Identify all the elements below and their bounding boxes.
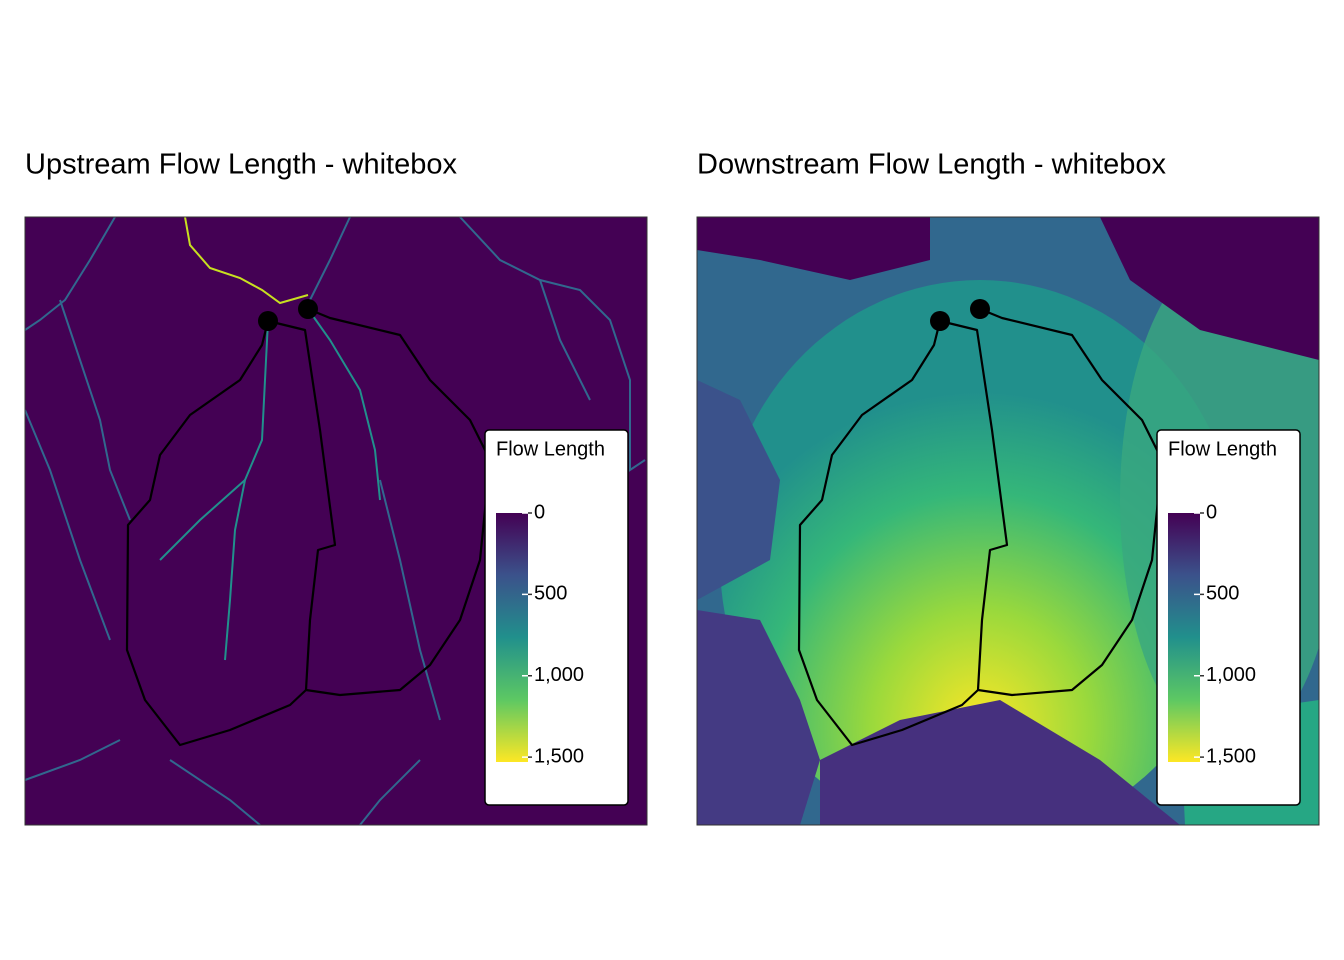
legend-title: Flow Length [496,438,605,460]
legend-title: Flow Length [1168,438,1277,460]
panel-title: Downstream Flow Length - whitebox [697,149,1167,181]
tick-label: 0 [534,501,545,523]
panel-title: Upstream Flow Length - whitebox [25,149,457,181]
tick-label: 0 [1206,501,1217,523]
colorbar [496,513,528,762]
tick-label: 500 [534,583,567,605]
tick-label: 1,500 [534,745,584,767]
tick-label: 500 [1206,583,1239,605]
tick-label: 1,500 [1206,745,1256,767]
panel-border [696,216,1320,826]
tick-label: 1,000 [1206,664,1256,686]
panel-border [24,216,648,826]
tick-label: 1,000 [534,664,584,686]
colorbar [1168,513,1200,762]
